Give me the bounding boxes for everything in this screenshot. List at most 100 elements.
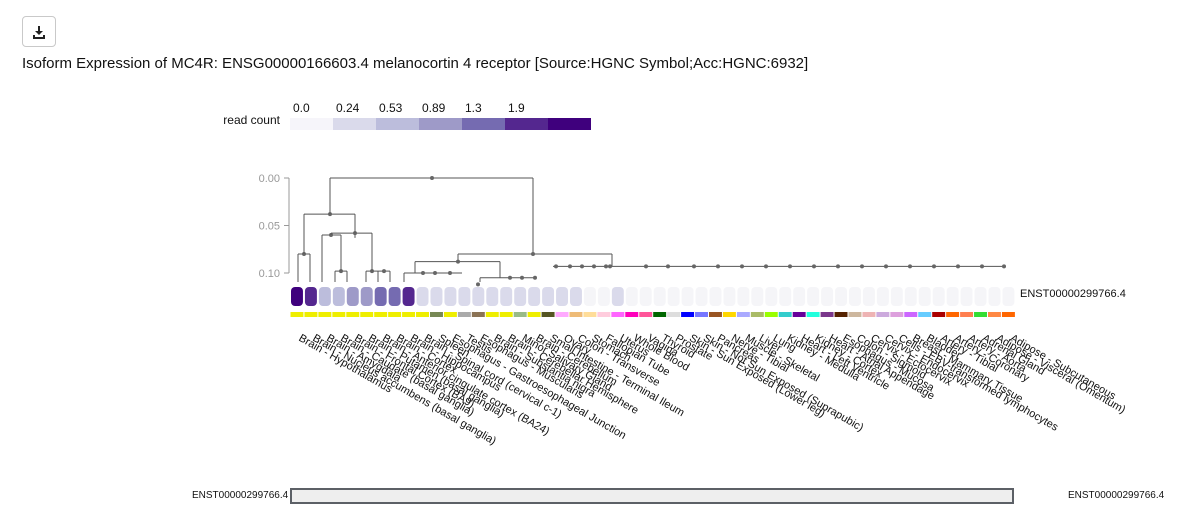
dendrogram-node bbox=[666, 264, 670, 269]
tissue-color-bar bbox=[681, 312, 695, 317]
tissue-color-bar bbox=[722, 312, 736, 317]
heatmap-cell bbox=[625, 287, 638, 306]
tissue-color-bar bbox=[792, 312, 806, 317]
dendrogram-axis-tick-label: 0.00 bbox=[259, 173, 280, 185]
legend-label: read count bbox=[223, 113, 280, 127]
heatmap-cell bbox=[570, 287, 582, 306]
tissue-color-bar bbox=[471, 312, 485, 317]
tissue-color-bar bbox=[625, 312, 639, 317]
heatmap-cell bbox=[444, 287, 457, 306]
heatmap-cell bbox=[807, 287, 820, 306]
dendrogram-node bbox=[716, 264, 720, 269]
dendrogram-node bbox=[554, 264, 558, 269]
heatmap-cell bbox=[500, 287, 513, 306]
tissue-color-bar bbox=[974, 312, 987, 317]
heatmap-cell bbox=[681, 287, 694, 306]
heatmap-cell bbox=[430, 287, 443, 306]
dendrogram-node bbox=[433, 271, 437, 275]
dendrogram-node bbox=[692, 264, 696, 269]
dendrogram-node bbox=[448, 271, 452, 275]
track-right-label: ENST00000299766.4 bbox=[1068, 490, 1165, 501]
tissue-color-bar bbox=[555, 312, 569, 317]
legend-swatch bbox=[290, 118, 333, 130]
dendrogram-node bbox=[980, 264, 984, 269]
dendrogram-node bbox=[580, 264, 584, 269]
heatmap-cell bbox=[904, 287, 917, 306]
heatmap-cell bbox=[639, 287, 652, 306]
tissue-color-bar bbox=[946, 312, 960, 317]
legend-tick-label: 0.53 bbox=[379, 101, 403, 115]
tissue-color-bar bbox=[583, 312, 597, 317]
heatmap-cell bbox=[974, 287, 987, 306]
heatmap-cell bbox=[988, 287, 1001, 306]
heatmap-cell bbox=[374, 287, 387, 306]
legend-swatch bbox=[462, 118, 505, 130]
dendrogram-node bbox=[608, 264, 612, 269]
heatmap-cell bbox=[737, 287, 750, 306]
tissue-color-bar bbox=[778, 312, 792, 317]
heatmap-cell bbox=[960, 287, 973, 306]
heatmap-cell bbox=[890, 287, 903, 306]
tissue-color-bar bbox=[876, 312, 890, 317]
tissue-color-bar bbox=[653, 312, 667, 317]
dendrogram-node bbox=[932, 264, 936, 269]
heatmap-cell bbox=[472, 287, 485, 306]
tissue-color-bar bbox=[443, 312, 457, 317]
tissue-color-bar bbox=[611, 312, 625, 317]
tissue-color-bar bbox=[806, 312, 820, 317]
heatmap-cell bbox=[416, 287, 429, 306]
heatmap-cell bbox=[862, 287, 875, 306]
tissue-color-bar bbox=[430, 312, 443, 317]
heatmap-cell bbox=[723, 287, 736, 306]
heatmap-cell bbox=[821, 287, 834, 306]
tissue-color-bar bbox=[541, 312, 555, 317]
heatmap-cell bbox=[835, 287, 847, 306]
dendrogram-node bbox=[884, 264, 888, 269]
heatmap-cell bbox=[583, 287, 596, 306]
heatmap-cell bbox=[611, 287, 624, 306]
tissue-color-bar bbox=[667, 312, 681, 317]
heatmap-cell bbox=[346, 287, 359, 306]
tissue-color-bar bbox=[904, 312, 918, 317]
tissue-color-bar bbox=[527, 312, 541, 317]
tissue-color-bar bbox=[485, 312, 499, 317]
heatmap-cell bbox=[667, 287, 680, 306]
legend-swatch bbox=[333, 118, 376, 130]
tissue-color-bar bbox=[346, 312, 360, 317]
heatmap-cell bbox=[514, 287, 527, 306]
heatmap-cell bbox=[528, 287, 541, 306]
heatmap-cell bbox=[946, 287, 959, 306]
legend-tick-label: 0.24 bbox=[336, 101, 360, 115]
tissue-color-bar bbox=[499, 312, 513, 317]
dendrogram-node bbox=[430, 176, 434, 180]
tissue-color-bar bbox=[457, 312, 471, 317]
dendrogram-axis-tick-label: 0.10 bbox=[259, 268, 280, 280]
heatmap-cell bbox=[709, 287, 722, 306]
heatmap-cell bbox=[653, 287, 666, 306]
download-button[interactable] bbox=[22, 16, 56, 47]
tissue-color-bar bbox=[932, 312, 946, 317]
tissue-color-bar bbox=[318, 312, 332, 317]
heatmap-cell bbox=[360, 287, 373, 306]
dendrogram-node bbox=[860, 264, 864, 269]
heatmap-cell bbox=[695, 287, 708, 306]
tissue-color-bar bbox=[597, 312, 611, 317]
heatmap-cell bbox=[932, 287, 945, 306]
legend-swatch bbox=[419, 118, 462, 130]
heatmap-cell bbox=[304, 287, 317, 306]
heatmap-cell bbox=[876, 287, 889, 306]
tissue-color-bar bbox=[695, 312, 708, 317]
legend-swatch bbox=[505, 118, 548, 130]
heatmap-cell bbox=[556, 287, 568, 306]
tissue-color-bar bbox=[402, 312, 416, 317]
dendrogram-node bbox=[908, 264, 912, 269]
tissue-color-bar bbox=[639, 312, 653, 317]
dendrogram-node bbox=[604, 264, 608, 269]
isoform-track-bar[interactable] bbox=[290, 488, 1014, 504]
heatmap-cell bbox=[332, 287, 345, 306]
dendrogram-node bbox=[508, 275, 512, 280]
dendrogram-node bbox=[456, 259, 460, 264]
dendrogram-node bbox=[531, 252, 535, 256]
heatmap-cell bbox=[458, 287, 471, 306]
legend-tick-label: 0.0 bbox=[293, 101, 310, 115]
